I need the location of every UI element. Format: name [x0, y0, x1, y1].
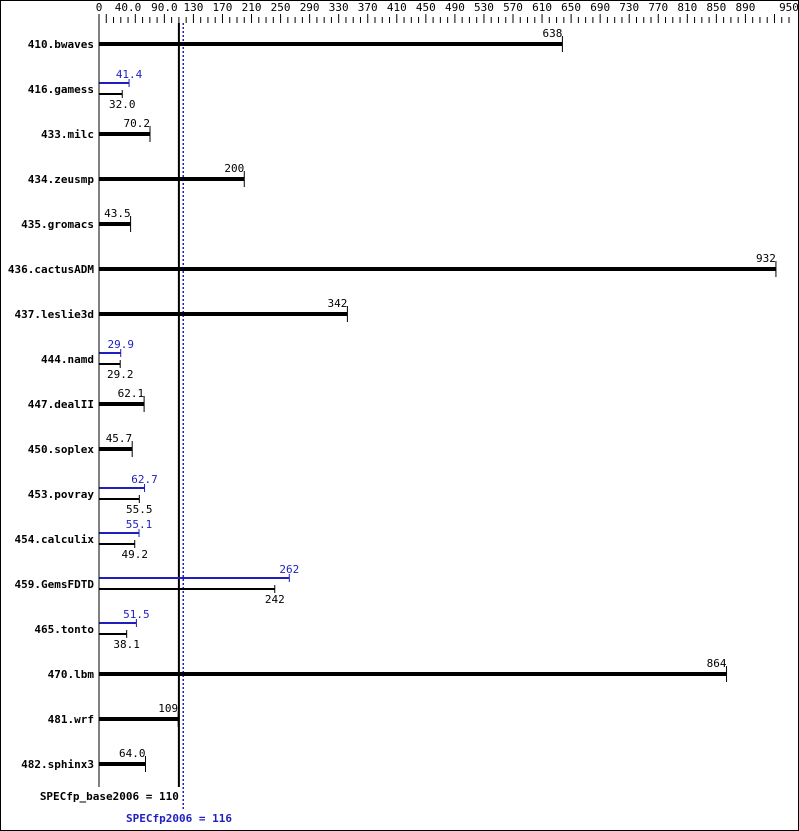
category-label: 435.gromacs: [21, 218, 94, 231]
peak-value-label: 41.4: [116, 68, 143, 81]
peak-value-label: 262: [279, 563, 299, 576]
category-label: 437.leslie3d: [15, 308, 94, 321]
base-value-label: 43.5: [104, 207, 131, 220]
base-value-label: 109: [158, 702, 178, 715]
category-label: 481.wrf: [48, 713, 94, 726]
axis-tick-label: 330: [329, 1, 349, 14]
base-reference-label: SPECfp_base2006 = 110: [40, 790, 179, 803]
category-label: 433.milc: [41, 128, 94, 141]
axis-tick-label: 770: [648, 1, 668, 14]
base-value-label: 70.2: [123, 117, 150, 130]
axis-tick-label: 730: [619, 1, 639, 14]
category-label: 450.soplex: [28, 443, 95, 456]
base-value-label: 864: [707, 657, 727, 670]
category-label: 416.gamess: [28, 83, 94, 96]
base-bar: [99, 177, 245, 181]
base-value-label: 38.1: [113, 638, 140, 651]
base-value-label: 64.0: [119, 747, 146, 760]
axis-tick-label: 250: [271, 1, 291, 14]
base-value-label: 62.1: [118, 387, 145, 400]
axis-tick-label: 130: [183, 1, 203, 14]
base-value-label: 638: [543, 27, 563, 40]
axis-tick-label: 170: [213, 1, 233, 14]
axis-tick-label: 690: [590, 1, 610, 14]
category-label: 436.cactusADM: [8, 263, 94, 276]
axis-tick-label: 610: [532, 1, 552, 14]
base-bar: [99, 447, 133, 451]
category-label: 410.bwaves: [28, 38, 94, 51]
axis-tick-label: 450: [416, 1, 436, 14]
base-bar: [99, 132, 150, 136]
category-label: 482.sphinx3: [21, 758, 94, 771]
peak-reference-label: SPECfp2006 = 116: [126, 812, 232, 825]
base-value-label: 242: [265, 593, 285, 606]
axis-tick-label: 40.0: [115, 1, 142, 14]
category-label: 453.povray: [28, 488, 95, 501]
base-bar: [99, 717, 179, 721]
category-label: 444.namd: [41, 353, 94, 366]
axis-tick-label: 290: [300, 1, 320, 14]
base-bar: [99, 672, 727, 676]
axis-tick-label: 530: [474, 1, 494, 14]
peak-value-label: 51.5: [123, 608, 150, 621]
axis-tick-label: 370: [358, 1, 378, 14]
axis-tick-label: 950: [779, 1, 799, 14]
axis-tick-label: 570: [503, 1, 523, 14]
category-label: 454.calculix: [15, 533, 95, 546]
axis-tick-label: 0: [96, 1, 103, 14]
base-bar: [99, 402, 145, 406]
category-label: 459.GemsFDTD: [15, 578, 95, 591]
axis-tick-label: 90.0: [151, 1, 178, 14]
peak-value-label: 62.7: [131, 473, 158, 486]
axis-tick-label: 850: [706, 1, 726, 14]
category-label: 434.zeusmp: [28, 173, 95, 186]
base-value-label: 55.5: [126, 503, 153, 516]
base-value-label: 932: [756, 252, 776, 265]
base-bar: [99, 42, 563, 46]
category-label: 465.tonto: [34, 623, 94, 636]
base-bar: [99, 267, 776, 271]
axis-tick-label: 210: [242, 1, 262, 14]
base-value-label: 29.2: [107, 368, 134, 381]
base-bar: [99, 312, 348, 316]
axis-tick-label: 490: [445, 1, 465, 14]
base-value-label: 342: [328, 297, 348, 310]
axis-tick-label: 810: [677, 1, 697, 14]
category-label: 470.lbm: [48, 668, 95, 681]
base-value-label: 45.7: [106, 432, 133, 445]
category-label: 447.dealII: [28, 398, 94, 411]
axis-tick-label: 410: [387, 1, 407, 14]
peak-value-label: 29.9: [107, 338, 134, 351]
base-value-label: 49.2: [121, 548, 148, 561]
base-bar: [99, 762, 146, 766]
base-bar: [99, 222, 131, 226]
axis-tick-label: 650: [561, 1, 581, 14]
base-value-label: 200: [224, 162, 244, 175]
peak-value-label: 55.1: [126, 518, 153, 531]
base-value-label: 32.0: [109, 98, 136, 111]
axis-tick-label: 890: [735, 1, 755, 14]
